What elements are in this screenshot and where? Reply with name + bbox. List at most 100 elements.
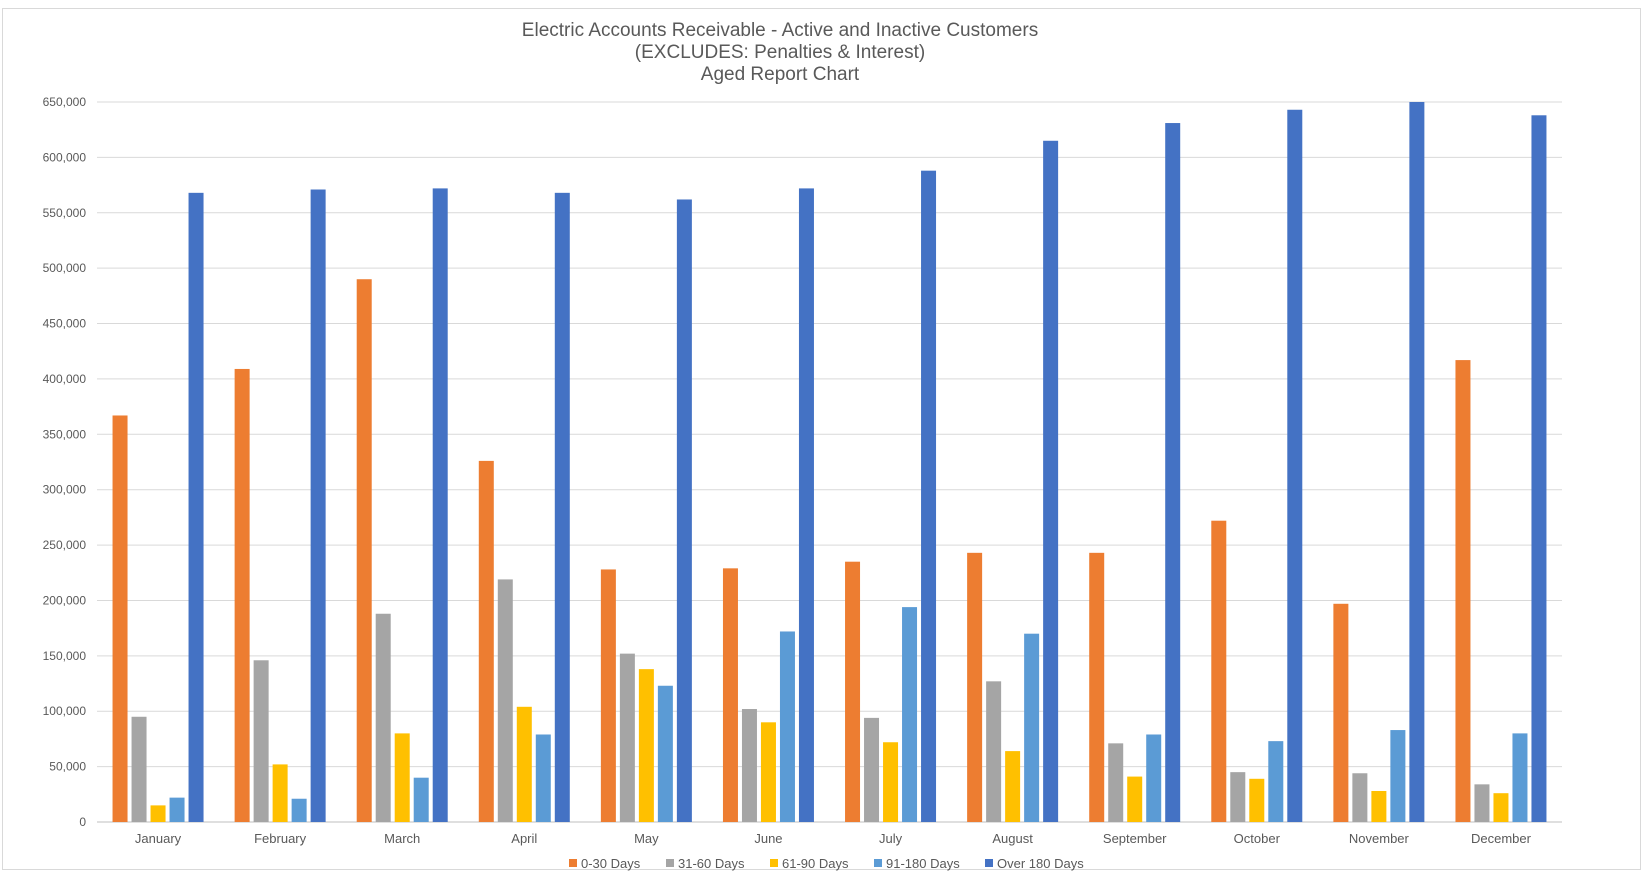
bar-over-180-days-november [1409, 102, 1425, 822]
y-tick-label: 450,000 [43, 317, 87, 331]
bar-over-180-days-february [310, 189, 326, 822]
bar-0-30-days-march [356, 279, 372, 822]
bar-31-60-days-august [986, 681, 1002, 822]
bar-61-90-days-may [638, 669, 654, 822]
y-tick-label: 200,000 [43, 593, 87, 607]
bar-61-90-days-november [1371, 790, 1387, 822]
bar-over-180-days-may [676, 199, 692, 822]
bar-0-30-days-april [478, 460, 494, 822]
y-tick-label: 100,000 [43, 704, 87, 718]
x-tick-label: June [754, 831, 782, 846]
bar-0-30-days-july [845, 561, 861, 822]
bar-91-180-days-april [535, 734, 551, 822]
x-tick-label: February [254, 831, 307, 846]
bars [112, 102, 1547, 823]
legend-swatch [985, 859, 993, 867]
y-tick-label: 300,000 [43, 483, 87, 497]
y-tick-label: 650,000 [43, 95, 87, 109]
bar-over-180-days-september [1165, 123, 1181, 823]
legend-label: 91-180 Days [886, 856, 960, 871]
bar-91-180-days-may [657, 685, 673, 822]
bar-0-30-days-october [1211, 520, 1227, 822]
legend-label: Over 180 Days [997, 856, 1084, 871]
bar-over-180-days-april [554, 192, 570, 823]
bar-91-180-days-february [291, 798, 307, 822]
x-tick-label: December [1471, 831, 1532, 846]
y-tick-label: 350,000 [43, 427, 87, 441]
bar-0-30-days-december [1455, 360, 1471, 822]
legend-swatch [874, 859, 882, 867]
x-tick-label: July [879, 831, 903, 846]
bar-61-90-days-september [1127, 776, 1143, 822]
y-tick-label: 500,000 [43, 261, 87, 275]
bar-91-180-days-october [1268, 741, 1284, 822]
x-tick-label: August [992, 831, 1033, 846]
bar-over-180-days-july [921, 170, 937, 822]
x-tick-label: October [1234, 831, 1281, 846]
bar-31-60-days-november [1352, 773, 1368, 822]
bar-61-90-days-march [394, 733, 410, 822]
y-tick-label: 250,000 [43, 538, 87, 552]
y-tick-label: 550,000 [43, 206, 87, 220]
bar-91-180-days-july [902, 607, 918, 822]
bar-over-180-days-august [1043, 140, 1059, 822]
legend-swatch [569, 859, 577, 867]
bar-61-90-days-january [150, 805, 166, 822]
bar-31-60-days-february [253, 660, 269, 822]
bar-91-180-days-november [1390, 730, 1406, 822]
bar-61-90-days-april [516, 706, 532, 822]
bar-31-60-days-september [1108, 743, 1124, 822]
y-tick-label: 600,000 [43, 150, 87, 164]
bar-over-180-days-march [432, 188, 448, 822]
bar-91-180-days-september [1146, 734, 1162, 822]
bar-0-30-days-november [1333, 603, 1349, 822]
x-tick-label: January [135, 831, 182, 846]
y-tick-label: 150,000 [43, 649, 87, 663]
bar-31-60-days-march [375, 613, 391, 822]
bar-61-90-days-february [272, 764, 288, 822]
bar-over-180-days-december [1531, 115, 1547, 823]
legend-swatch [666, 859, 674, 867]
bar-61-90-days-august [1005, 751, 1021, 822]
x-tick-label: May [634, 831, 659, 846]
bar-91-180-days-january [169, 797, 185, 822]
bar-31-60-days-january [131, 716, 147, 822]
chart-title-line-3: Aged Report Chart [700, 64, 860, 85]
bar-31-60-days-october [1230, 772, 1246, 822]
bar-31-60-days-may [619, 653, 635, 822]
bar-61-90-days-july [883, 742, 899, 822]
bar-0-30-days-september [1089, 552, 1105, 822]
bar-91-180-days-december [1512, 733, 1528, 822]
bar-91-180-days-march [413, 777, 429, 822]
y-tick-label: 50,000 [49, 760, 86, 774]
x-axis: January February March April May June July Augu… [135, 831, 1532, 846]
chart-title-line-2: (EXCLUDES: Penalties & Interest) [634, 42, 926, 63]
y-axis: 0 50,000 100,000 150,000 200,000 250,000 300,0… [43, 95, 87, 829]
x-tick-label: November [1349, 831, 1410, 846]
gridlines [97, 101, 1562, 823]
chart-title-line-1: Electric Accounts Receivable - Active an… [521, 20, 1039, 41]
legend-swatch [770, 859, 778, 867]
bar-0-30-days-january [112, 415, 128, 822]
bar-61-90-days-june [760, 722, 776, 822]
bar-31-60-days-april [497, 579, 513, 822]
bar-0-30-days-august [967, 552, 983, 822]
bar-over-180-days-october [1287, 109, 1303, 822]
bar-0-30-days-june [722, 568, 738, 822]
bar-61-90-days-october [1249, 778, 1265, 822]
legend-label: 0-30 Days [581, 856, 641, 871]
bar-61-90-days-december [1493, 793, 1509, 822]
bar-0-30-days-may [600, 569, 616, 822]
bar-31-60-days-july [864, 717, 880, 822]
legend: 0-30 Days 31-60 Days 61-90 Days 91-180 Days… [569, 856, 1084, 871]
bar-91-180-days-june [779, 631, 795, 822]
bar-31-60-days-june [741, 709, 757, 822]
bar-over-180-days-january [188, 192, 204, 823]
bar-0-30-days-february [234, 368, 250, 822]
chart-area [2, 8, 1641, 870]
bar-91-180-days-august [1024, 633, 1040, 822]
x-tick-label: September [1103, 831, 1167, 846]
chart-title: Electric Accounts Receivable - Active an… [0, 20, 1560, 86]
x-tick-label: March [384, 831, 420, 846]
